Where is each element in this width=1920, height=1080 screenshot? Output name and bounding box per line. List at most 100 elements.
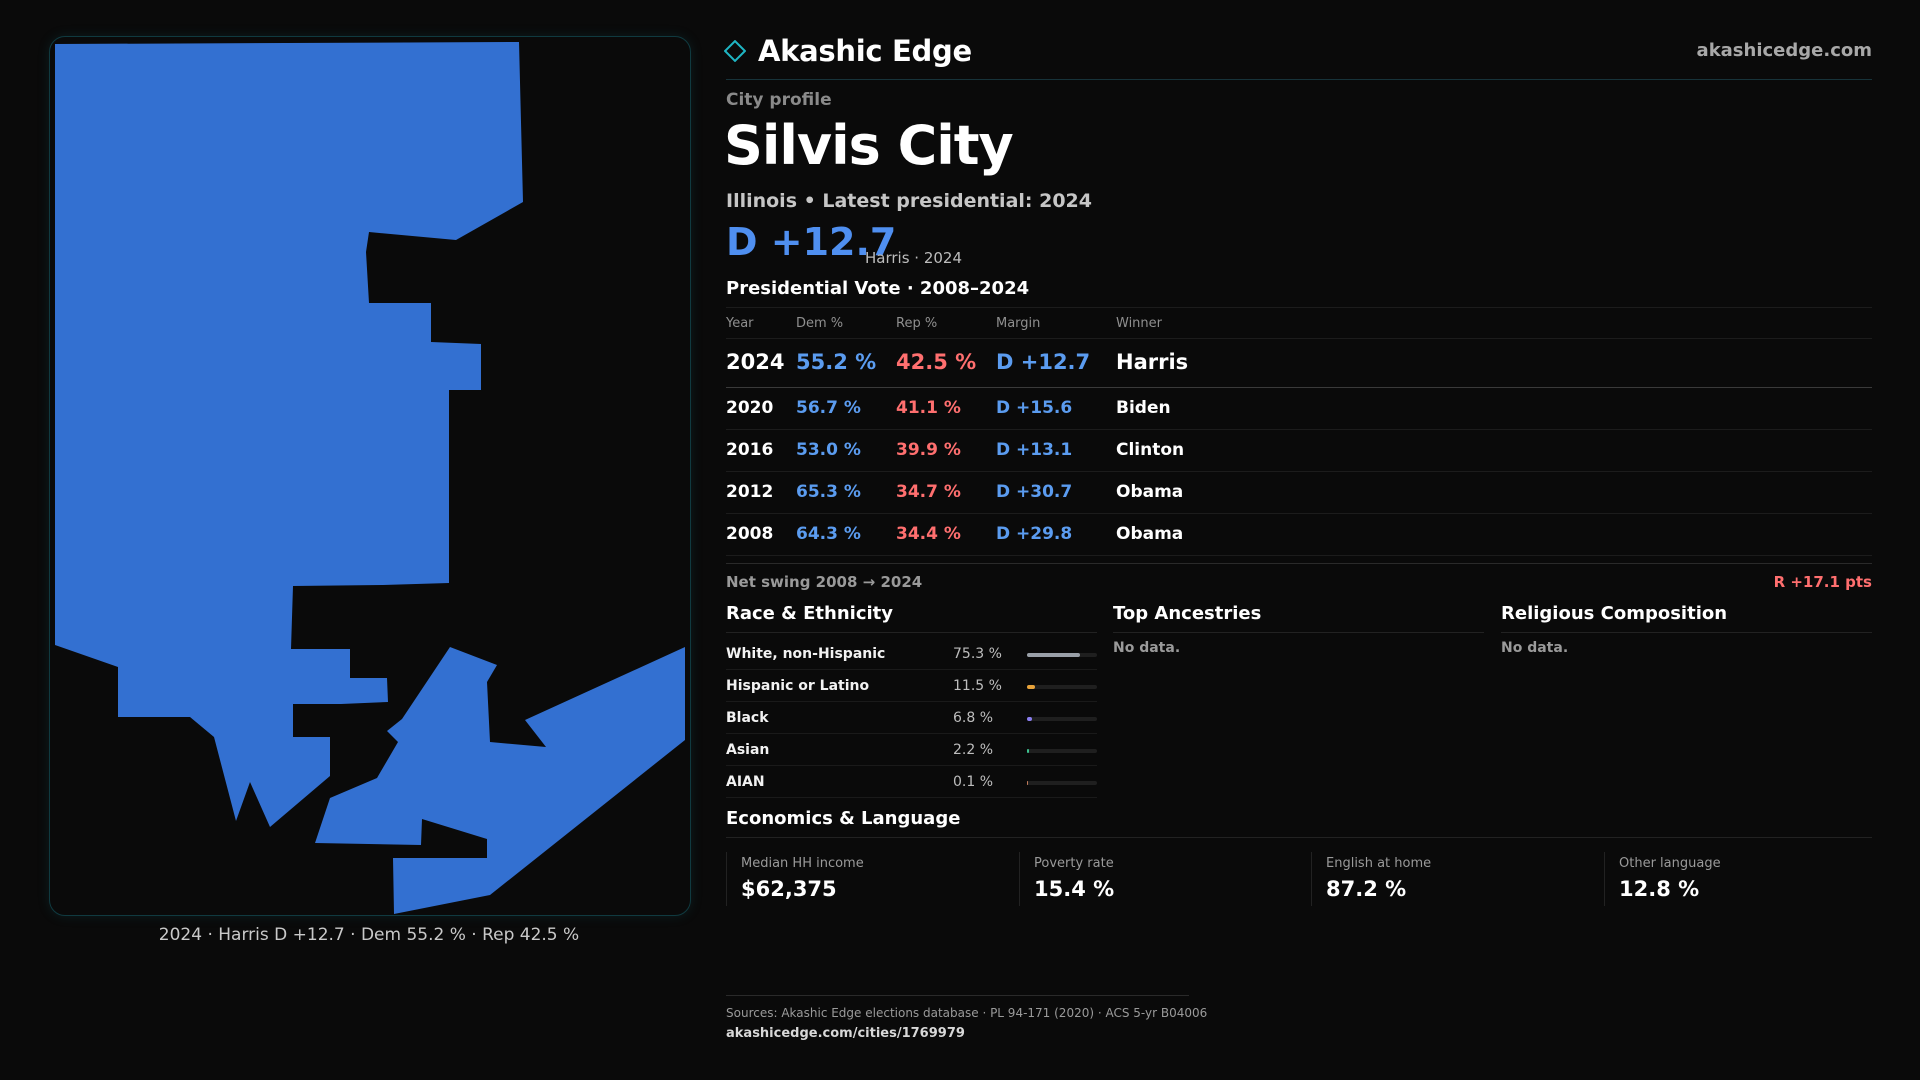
stat-value: 12.8 % (1619, 877, 1700, 901)
latest-margin-note: Harris · 2024 (865, 249, 963, 267)
race-label: Hispanic or Latino (726, 678, 870, 694)
stat-median-income: Median HH income $62,375 (726, 852, 1019, 906)
race-bar (1027, 717, 1097, 721)
city-boundary-shape (55, 42, 685, 914)
race-bar (1027, 685, 1097, 689)
ancestries-empty: No data. (1113, 640, 1181, 656)
vote-table-header: Year Dem % Rep % Margin Winner (726, 307, 1872, 339)
race-row: White, non-Hispanic 75.3 % (726, 638, 1097, 670)
stat-english-at-home: English at home 87.2 % (1311, 852, 1604, 906)
page-title: Silvis City (724, 114, 1014, 177)
cell-year: 2012 (726, 482, 774, 502)
race-bar-fill (1027, 717, 1032, 721)
col-margin: Margin (996, 316, 1041, 331)
cell-winner: Obama (1116, 482, 1184, 502)
col-dem: Dem % (796, 316, 844, 331)
cell-year: 2020 (726, 398, 774, 418)
race-label: AIAN (726, 774, 765, 790)
race-bar (1027, 781, 1097, 785)
net-swing-label: Net swing 2008 → 2024 (726, 573, 923, 591)
cell-winner: Clinton (1116, 440, 1185, 460)
cell-margin: D +30.7 (996, 482, 1073, 502)
cell-rep: 41.1 % (896, 398, 961, 418)
religion-empty: No data. (1501, 640, 1569, 656)
cell-rep: 42.5 % (896, 350, 977, 374)
cell-winner: Biden (1116, 398, 1171, 418)
site-link[interactable]: akashicedge.com (1696, 40, 1872, 61)
city-map (49, 36, 691, 916)
stat-value: $62,375 (741, 877, 837, 901)
stat-label: English at home (1326, 856, 1432, 871)
race-bar-fill (1027, 749, 1029, 753)
stat-label: Poverty rate (1034, 856, 1114, 871)
cell-dem: 56.7 % (796, 398, 861, 418)
city-boundary-map (55, 42, 685, 914)
page-kicker: City profile (726, 90, 832, 110)
table-row: 2012 65.3 % 34.7 % D +30.7 Obama (726, 472, 1872, 514)
stat-value: 15.4 % (1034, 877, 1115, 901)
cell-year: 2016 (726, 440, 774, 460)
cell-margin: D +13.1 (996, 440, 1073, 460)
race-bar-fill (1027, 653, 1080, 657)
brand[interactable]: Akashic Edge (724, 34, 972, 68)
race-bar-fill (1027, 781, 1029, 785)
race-section-title: Race & Ethnicity (726, 603, 893, 624)
vote-section-title: Presidential Vote · 2008–2024 (726, 278, 1030, 299)
map-caption: 2024 · Harris D +12.7 · Dem 55.2 % · Rep… (158, 925, 580, 945)
cell-dem: 55.2 % (796, 350, 877, 374)
ancestries-title-rule (1113, 632, 1484, 633)
cell-margin: D +15.6 (996, 398, 1073, 418)
econ-title-rule (726, 837, 1872, 838)
race-bar (1027, 653, 1097, 657)
race-row: Asian 2.2 % (726, 734, 1097, 766)
race-row: AIAN 0.1 % (726, 766, 1097, 798)
cell-dem: 53.0 % (796, 440, 861, 460)
stat-other-language: Other language 12.8 % (1604, 852, 1869, 906)
cell-winner: Obama (1116, 524, 1184, 544)
cell-margin: D +12.7 (996, 350, 1091, 374)
stat-label: Other language (1619, 856, 1721, 871)
col-rep: Rep % (896, 316, 938, 331)
page-subtitle: Illinois • Latest presidential: 2024 (726, 190, 1093, 212)
stat-poverty-rate: Poverty rate 15.4 % (1019, 852, 1312, 906)
cell-year: 2008 (726, 524, 774, 544)
race-value: 6.8 % (953, 710, 994, 726)
source-note: Sources: Akashic Edge elections database… (726, 1006, 1208, 1020)
col-year: Year (726, 316, 754, 331)
cell-rep: 39.9 % (896, 440, 961, 460)
race-value: 11.5 % (953, 678, 1002, 694)
cell-margin: D +29.8 (996, 524, 1073, 544)
race-row: Hispanic or Latino 11.5 % (726, 670, 1097, 702)
race-value: 0.1 % (953, 774, 994, 790)
table-row: 2016 53.0 % 39.9 % D +13.1 Clinton (726, 430, 1872, 472)
stat-label: Median HH income (741, 856, 864, 871)
stat-value: 87.2 % (1326, 877, 1407, 901)
race-title-rule (726, 632, 1097, 633)
net-swing-value: R +17.1 pts (1773, 573, 1872, 591)
table-row: 2024 55.2 % 42.5 % D +12.7 Harris (726, 338, 1872, 388)
race-label: White, non-Hispanic (726, 646, 886, 662)
footer-divider (726, 995, 1189, 996)
col-winner: Winner (1116, 316, 1163, 331)
econ-section-title: Economics & Language (726, 808, 961, 829)
table-row: 2008 64.3 % 34.4 % D +29.8 Obama (726, 514, 1872, 556)
race-value: 75.3 % (953, 646, 1002, 662)
table-row: 2020 56.7 % 41.1 % D +15.6 Biden (726, 388, 1872, 430)
race-value: 2.2 % (953, 742, 994, 758)
cell-winner: Harris (1116, 350, 1189, 374)
latest-margin: D +12.7 (726, 220, 897, 264)
ancestries-section-title: Top Ancestries (1113, 603, 1262, 624)
cell-dem: 65.3 % (796, 482, 861, 502)
race-bar-fill (1027, 685, 1036, 689)
race-row: Black 6.8 % (726, 702, 1097, 734)
cell-dem: 64.3 % (796, 524, 861, 544)
religion-section-title: Religious Composition (1501, 603, 1728, 624)
cell-year: 2024 (726, 350, 785, 374)
header-divider (726, 79, 1872, 80)
religion-title-rule (1501, 632, 1872, 633)
race-label: Black (726, 710, 769, 726)
cell-rep: 34.7 % (896, 482, 961, 502)
table-divider (726, 563, 1872, 564)
race-label: Asian (726, 742, 770, 758)
page-url[interactable]: akashicedge.com/cities/1769979 (726, 1026, 965, 1041)
